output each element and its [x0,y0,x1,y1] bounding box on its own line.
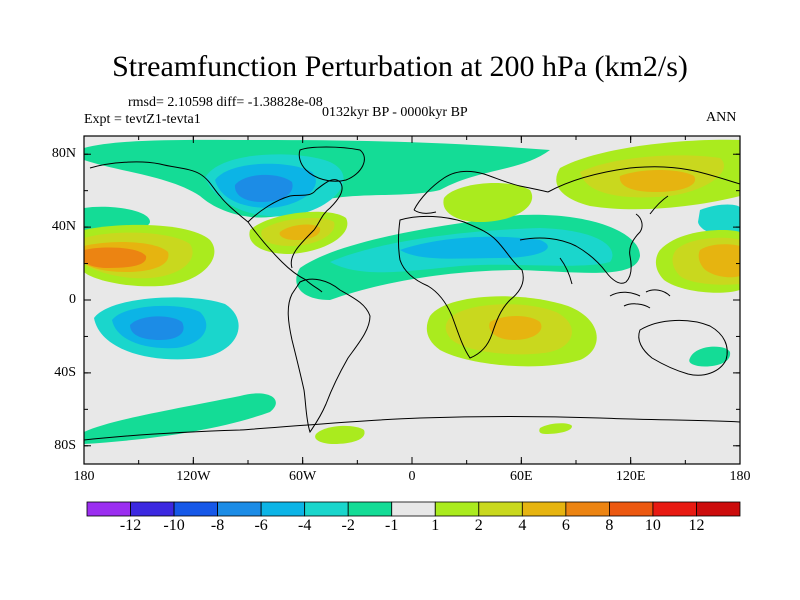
lat-tick-label: 80S [54,437,76,453]
colorbar-swatch [304,501,349,517]
lon-tick-label: 60W [289,469,317,484]
colorbar-label: 4 [518,517,527,534]
tick-marks [83,136,741,464]
contour-region [539,423,572,434]
colorbar-label: 10 [644,517,661,534]
contour-region [698,204,740,237]
coastline-africa [398,215,524,359]
coastline-north-america [89,161,343,293]
contour-region [698,244,740,278]
season-label: ANN [706,110,737,125]
colorbar-label: -10 [163,517,185,534]
colorbar-label: -8 [210,517,225,534]
contour-region [279,224,321,240]
coastlines [84,146,740,441]
lon-tick-label: 0 [408,469,416,484]
contour-region [619,170,696,192]
contour-region [84,247,147,268]
contour-region [489,316,542,340]
colorbar-label: -2 [341,517,355,534]
coastline-greenland [298,146,365,182]
colorbar-label: 2 [474,517,483,534]
coastline-australia [638,319,728,376]
contour-region [315,425,365,444]
colorbar-label: 12 [688,517,705,534]
contour-region [130,316,184,340]
coastline-asia [519,166,740,285]
colorbar-swatch [260,501,306,517]
colorbar-swatch [86,501,131,517]
colorbar-swatch [217,501,262,517]
colorbar-swatch [391,501,436,517]
contour-region [689,346,731,367]
colorbar-label: -4 [297,517,312,534]
period-label: 0132kyr BP - 0000kyr BP [322,105,468,120]
colorbar-label: -12 [119,517,142,534]
colorbar-swatch [652,501,697,517]
lon-tick-label: 120E [615,469,646,484]
colorbar-swatch [609,501,654,517]
colorbar-label: 8 [605,517,614,534]
colorbar-swatch [347,501,393,517]
experiment-label: Expt = tevtZ1-tevta1 [84,112,201,127]
colorbar-swatch [130,501,175,517]
contour-region [84,393,276,444]
plot-frame [83,135,741,465]
coastline-europe [413,170,549,214]
stats-label: rmsd= 2.10598 diff= -1.38828e-08 [128,95,323,110]
coastline-japan [649,195,669,215]
lat-tick-label: 40N [51,219,76,235]
colorbar-label: -1 [385,517,399,534]
lon-tick-label: 60E [510,469,533,484]
lon-tick-label: 180 [729,469,751,484]
contour-region [400,236,548,259]
lat-tick-label: 40S [54,364,76,380]
coastline-south-america [287,278,371,434]
colorbar-swatch [696,501,741,517]
contour-field [84,136,740,464]
colorbar-label: -6 [254,517,268,534]
coastline-antarctica [84,416,740,441]
colorbar-swatch [434,501,480,517]
lat-tick-label: 0 [69,292,76,307]
lon-tick-label: 180 [73,469,95,484]
coastline-maritime [609,289,671,309]
chart-title: Streamfunction Perturbation at 200 hPa (… [112,50,688,83]
colorbar-swatch [173,501,218,517]
colorbar-label: 1 [431,517,440,534]
colorbar-swatch [565,501,610,517]
lon-tick-label: 120W [176,469,211,484]
colorbar [86,501,741,517]
colorbar-swatch [521,501,567,517]
colorbar-swatch [478,501,523,517]
colorbar-label: 6 [561,517,570,534]
lat-tick-label: 80N [51,146,76,162]
contour-region [443,183,533,222]
contour-region [234,174,293,202]
